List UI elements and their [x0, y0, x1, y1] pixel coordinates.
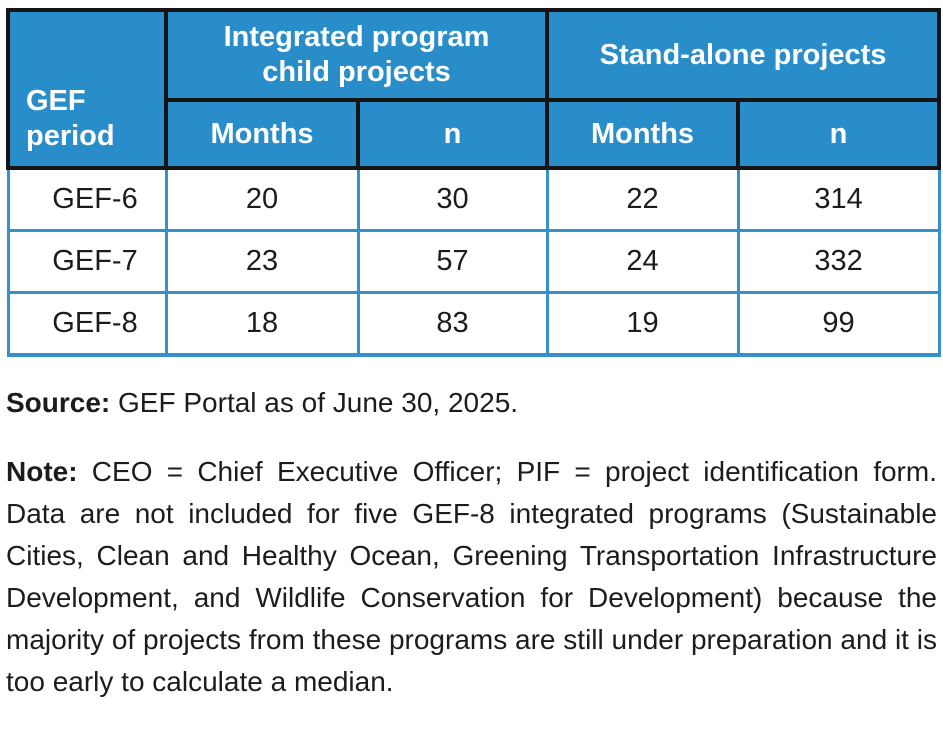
cell-value: 30 [356, 166, 549, 232]
column-group-stand-alone: Stand-alone projects [545, 8, 942, 102]
cell-value: 19 [545, 291, 740, 357]
table-row: GEF-6 20 30 22 314 [6, 166, 941, 232]
column-header-sa-months: Months [545, 98, 741, 170]
cell-value: 20 [164, 166, 360, 232]
column-header-ip-n: n [355, 98, 550, 170]
table-row: GEF-7 23 57 24 332 [6, 229, 941, 294]
note-text: CEO = Chief Executive Officer; PIF = pro… [6, 456, 937, 697]
column-header-ip-months: Months [164, 98, 360, 170]
cell-value: 57 [356, 229, 549, 294]
table-row: GEF-8 18 83 19 99 [6, 291, 941, 357]
cell-value: 332 [736, 229, 941, 294]
cell-value: 314 [736, 166, 941, 232]
figure-table-page: GEF period Integrated program child proj… [6, 8, 942, 703]
group-header-row: GEF period Integrated program child proj… [6, 8, 942, 170]
cell-value: 99 [736, 291, 941, 357]
column-header-gef-period: GEF period [6, 8, 168, 170]
column-group-integrated-program: Integrated program child projects [163, 8, 550, 102]
sub-header-row: Months n Months n [8, 98, 942, 170]
cell-value: 83 [356, 291, 549, 357]
column-header-sa-n: n [736, 98, 942, 170]
row-label-gef-7: GEF-7 [6, 229, 168, 294]
source-caption: Source: GEF Portal as of June 30, 2025. [6, 383, 937, 423]
cell-value: 18 [164, 291, 360, 357]
gef-median-duration-table: GEF period Integrated program child proj… [6, 8, 942, 357]
row-label-gef-8: GEF-8 [6, 291, 168, 357]
source-label: Source: [6, 387, 111, 418]
cell-value: 24 [545, 229, 740, 294]
note-caption: Note: CEO = Chief Executive Officer; PIF… [6, 451, 937, 703]
note-label: Note: [6, 456, 78, 487]
row-label-gef-6: GEF-6 [6, 166, 168, 232]
cell-value: 23 [164, 229, 360, 294]
cell-value: 22 [545, 166, 740, 232]
source-text: GEF Portal as of June 30, 2025. [110, 387, 519, 418]
